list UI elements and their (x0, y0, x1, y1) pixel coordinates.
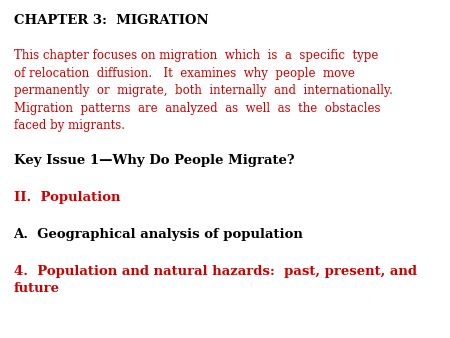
Text: CHAPTER 3:  MIGRATION: CHAPTER 3: MIGRATION (14, 14, 208, 26)
Text: This chapter focuses on migration  which  is  a  specific  type
of relocation  d: This chapter focuses on migration which … (14, 49, 392, 132)
Text: II.  Population: II. Population (14, 191, 120, 204)
Text: Key Issue 1—Why Do People Migrate?: Key Issue 1—Why Do People Migrate? (14, 154, 294, 167)
Text: A.  Geographical analysis of population: A. Geographical analysis of population (14, 228, 303, 241)
Text: 4.  Population and natural hazards:  past, present, and
future: 4. Population and natural hazards: past,… (14, 265, 417, 295)
